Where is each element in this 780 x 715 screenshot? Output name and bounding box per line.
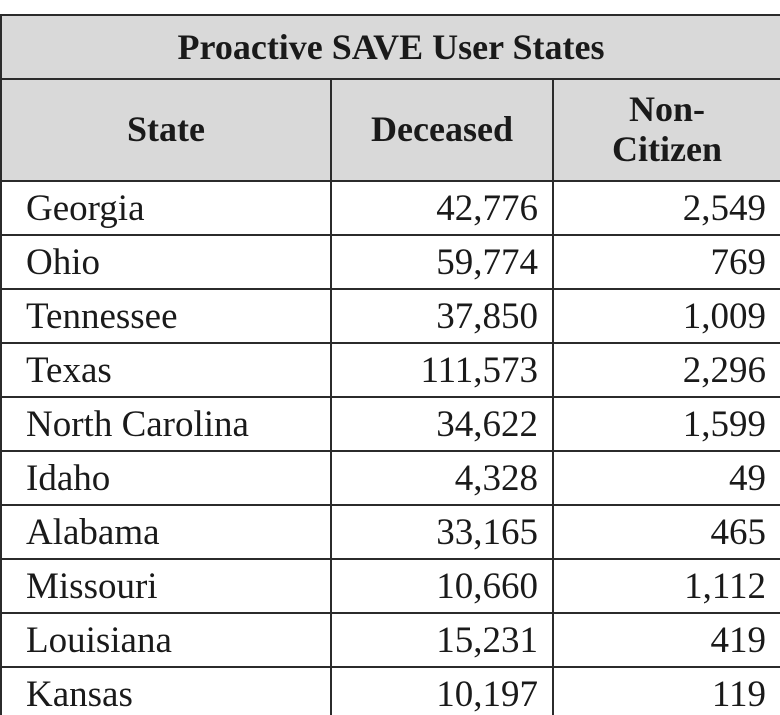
deceased-cell: 10,660 <box>330 558 554 614</box>
title-row: Proactive SAVE User States <box>0 14 780 80</box>
table-row: Ohio 59,774 769 <box>0 234 780 290</box>
state-cell: Tennessee <box>0 288 332 344</box>
deceased-cell: 59,774 <box>330 234 554 290</box>
header-row: State Deceased Non-Citizen <box>0 78 780 182</box>
state-cell: Louisiana <box>0 612 332 668</box>
non-citizen-cell: 1,112 <box>551 558 780 614</box>
state-cell: Alabama <box>0 504 332 560</box>
deceased-cell: 42,776 <box>330 180 554 236</box>
non-citizen-cell: 49 <box>551 450 780 506</box>
state-cell: North Carolina <box>0 396 332 452</box>
non-citizen-cell: 2,296 <box>551 342 780 398</box>
non-citizen-cell: 1,009 <box>551 288 780 344</box>
non-citizen-cell: 465 <box>551 504 780 560</box>
deceased-cell: 10,197 <box>330 666 554 715</box>
table-row: Texas 111,573 2,296 <box>0 342 780 398</box>
state-cell: Georgia <box>0 180 332 236</box>
deceased-cell: 33,165 <box>330 504 554 560</box>
non-citizen-cell: 2,549 <box>551 180 780 236</box>
table-row: Kansas 10,197 119 <box>0 666 780 715</box>
deceased-cell: 34,622 <box>330 396 554 452</box>
state-cell: Ohio <box>0 234 332 290</box>
state-cell: Kansas <box>0 666 332 715</box>
table-row: Alabama 33,165 465 <box>0 504 780 560</box>
table-title: Proactive SAVE User States <box>0 14 780 80</box>
header-non-citizen: Non-Citizen <box>551 78 780 182</box>
deceased-cell: 37,850 <box>330 288 554 344</box>
table-row: North Carolina 34,622 1,599 <box>0 396 780 452</box>
non-citizen-cell: 1,599 <box>551 396 780 452</box>
deceased-cell: 4,328 <box>330 450 554 506</box>
state-cell: Idaho <box>0 450 332 506</box>
table-row: Idaho 4,328 49 <box>0 450 780 506</box>
table-body: Georgia 42,776 2,549 Ohio 59,774 769 Tennessee… <box>0 180 780 715</box>
header-non-citizen-label: Non-Citizen <box>612 89 722 169</box>
table-row: Tennessee 37,850 1,009 <box>0 288 780 344</box>
deceased-cell: 15,231 <box>330 612 554 668</box>
header-deceased: Deceased <box>330 78 554 182</box>
deceased-cell: 111,573 <box>330 342 554 398</box>
header-state: State <box>0 78 332 182</box>
table-row: Missouri 10,660 1,112 <box>0 558 780 614</box>
state-cell: Missouri <box>0 558 332 614</box>
table-row: Georgia 42,776 2,549 <box>0 180 780 236</box>
non-citizen-cell: 419 <box>551 612 780 668</box>
non-citizen-cell: 769 <box>551 234 780 290</box>
state-table: Proactive SAVE User States State Decease… <box>0 14 780 715</box>
table-row: Louisiana 15,231 419 <box>0 612 780 668</box>
state-cell: Texas <box>0 342 332 398</box>
non-citizen-cell: 119 <box>551 666 780 715</box>
